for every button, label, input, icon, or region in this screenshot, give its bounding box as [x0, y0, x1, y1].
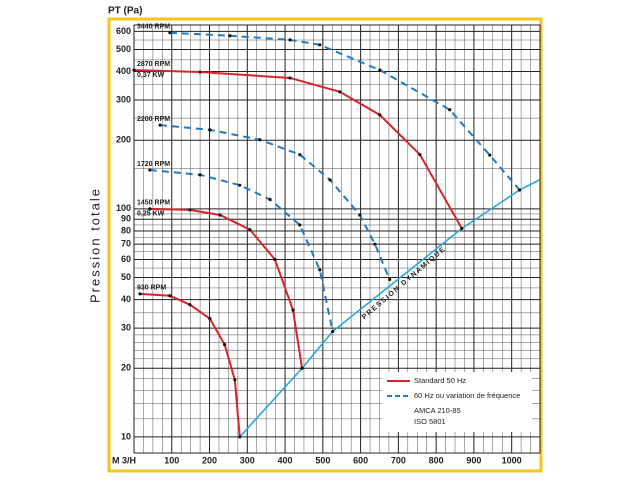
point — [188, 208, 192, 212]
point — [378, 68, 382, 72]
point — [331, 329, 335, 334]
x-tick-label: 1000 — [502, 455, 522, 465]
x-tick-label: 600 — [353, 455, 368, 465]
y-tick-label: 60 — [121, 254, 131, 264]
point — [248, 228, 252, 232]
x-tick-label: 800 — [429, 455, 444, 465]
point — [288, 38, 292, 42]
x-tick-label: 100 — [164, 455, 179, 465]
curve-label: 2870 RPM — [137, 61, 170, 68]
note: ISO 5801 — [414, 417, 446, 426]
point — [138, 292, 142, 296]
point — [238, 435, 242, 439]
x-tick-label: 700 — [391, 455, 406, 465]
curve-power: 0,37 KW — [137, 72, 165, 79]
point — [188, 303, 192, 307]
point — [198, 173, 202, 177]
point — [300, 366, 304, 370]
x-tick-label: 500 — [315, 455, 330, 465]
fan-curve — [169, 31, 521, 191]
curve-label: 2200 RPM — [137, 116, 170, 123]
y-tick-label: 500 — [116, 44, 131, 54]
y-tick-label: 400 — [116, 66, 131, 76]
x-tick-label: 400 — [278, 455, 293, 465]
point — [148, 168, 152, 172]
y-tick-label: 80 — [121, 225, 131, 235]
curve-power: 0,25 KW — [137, 211, 165, 218]
legend-label: 60 Hz ou variation de fréquence — [414, 391, 520, 400]
curve-label: 930 RPM — [137, 285, 166, 292]
point — [291, 308, 295, 312]
y-tick-label: 600 — [116, 26, 131, 36]
y-title: PT (Pa) — [108, 6, 142, 17]
x-tick-label: 300 — [240, 455, 255, 465]
point — [168, 31, 172, 35]
system-line — [239, 179, 540, 438]
point — [298, 152, 302, 157]
point — [233, 378, 237, 382]
point — [448, 108, 452, 112]
point — [378, 113, 382, 117]
point — [132, 68, 136, 72]
point — [198, 70, 202, 74]
point — [338, 90, 342, 94]
y-tick-label: 90 — [121, 214, 131, 224]
point — [298, 223, 302, 227]
point — [218, 213, 222, 217]
y-tick-label: 50 — [121, 272, 131, 282]
point — [158, 123, 162, 127]
note: AMCA 210-85 — [414, 406, 461, 415]
plot-border — [133, 24, 541, 454]
point — [223, 342, 227, 347]
point — [148, 207, 152, 211]
curve-label: 3440 RPM — [137, 24, 170, 31]
y-label: Pression totale — [87, 187, 102, 303]
point — [208, 317, 212, 321]
y-tick-label: 100 — [116, 203, 131, 213]
point — [328, 178, 332, 182]
y-tick-label: 200 — [116, 135, 131, 145]
point — [168, 294, 172, 298]
point — [258, 138, 262, 142]
point — [238, 183, 242, 187]
legend-label: Standard 50 Hz — [414, 376, 466, 385]
curve-label: 1450 RPM — [137, 200, 170, 207]
point — [208, 128, 212, 132]
y-tick-label: 30 — [121, 322, 131, 332]
y-tick-label: 70 — [121, 239, 131, 249]
point — [318, 268, 322, 272]
point — [460, 226, 464, 231]
x-tick-label: 200 — [202, 455, 217, 465]
point — [288, 76, 292, 80]
x-label: M 3/H — [112, 455, 136, 465]
y-tick-label: 20 — [121, 363, 131, 373]
curve-label: 1720 RPM — [137, 161, 170, 168]
point — [318, 43, 322, 47]
y-tick-label: 300 — [116, 94, 131, 104]
point — [373, 242, 377, 246]
point — [418, 152, 422, 157]
x-tick-label: 900 — [466, 455, 481, 465]
point — [228, 34, 232, 38]
y-tick-label: 40 — [121, 294, 131, 304]
point — [358, 213, 362, 217]
point — [488, 153, 492, 157]
point — [268, 197, 272, 202]
point — [273, 257, 277, 262]
y-tick-label: 10 — [121, 431, 131, 441]
fan-curve — [159, 124, 391, 280]
point — [388, 277, 392, 282]
point — [518, 188, 522, 192]
